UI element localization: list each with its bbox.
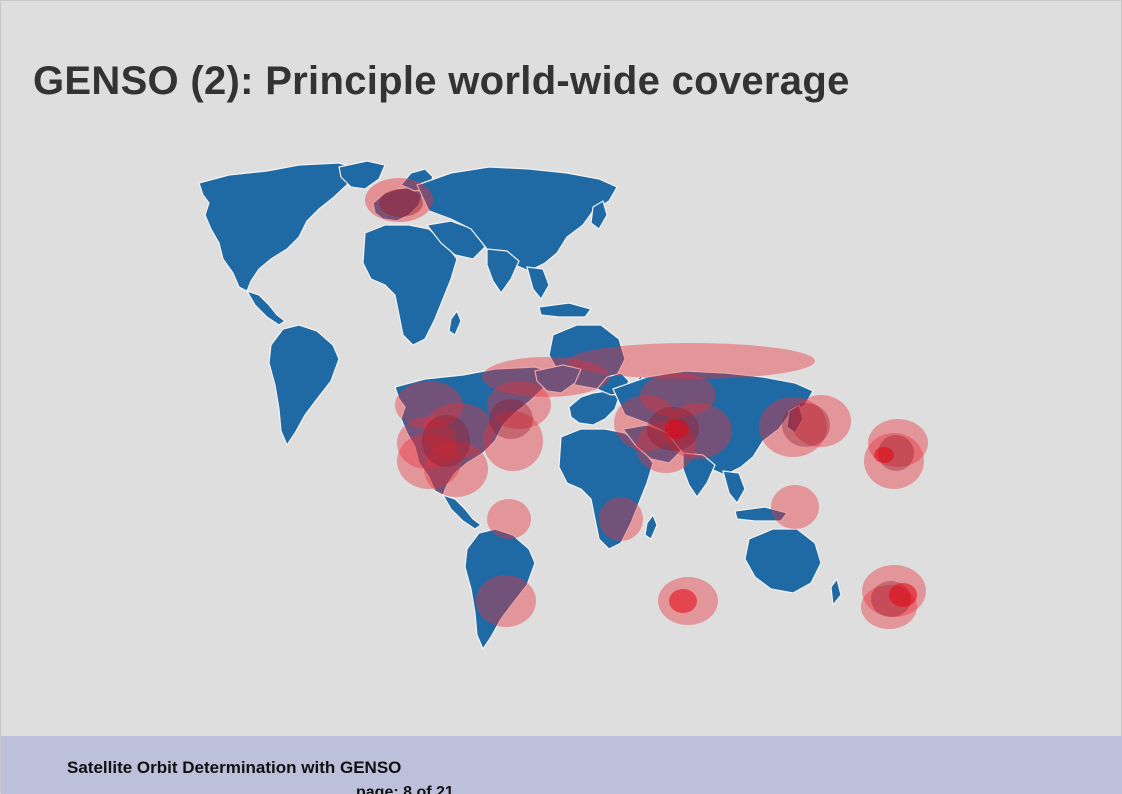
coverage-circle (759, 397, 827, 457)
coverage-circle (664, 403, 732, 459)
coverage-circle (482, 357, 610, 397)
station-core (665, 419, 689, 439)
coverage-circle (487, 499, 531, 539)
station-core (889, 583, 917, 607)
coverage-circle (424, 441, 488, 497)
single-station-map (198, 160, 646, 446)
coverage-circle (395, 381, 463, 429)
coverage-circle (614, 395, 678, 451)
page-number: page: 8 of 21 (356, 784, 454, 794)
overlap-region (782, 403, 830, 447)
coverage-circle (567, 343, 815, 379)
station-core (874, 447, 894, 463)
coverage-circles (395, 343, 928, 629)
footer-title: Satellite Orbit Determination with GENSO (67, 758, 402, 777)
network-map (394, 343, 928, 650)
footer-bar: Satellite Orbit Determination with GENSO… (1, 736, 1122, 794)
coverage-circle (791, 395, 851, 447)
coverage-circle (423, 403, 495, 459)
coverage-circle (487, 381, 551, 429)
coverage-circle (365, 178, 433, 222)
station-core (669, 589, 697, 613)
coverage-circle (640, 373, 716, 417)
coverage-circle (483, 411, 543, 471)
coverage-circle (397, 433, 461, 489)
coverage-core (379, 189, 423, 217)
coverage-circle (397, 417, 457, 469)
coverage-circle (599, 497, 643, 541)
coverage-circle (771, 485, 819, 529)
overlap-region (489, 399, 533, 439)
coverage-circle (476, 575, 536, 627)
coverage-circle (864, 433, 924, 489)
coverage-maps (198, 160, 928, 650)
slide-title: GENSO (2): Principle world-wide coverage (33, 59, 850, 103)
station-cores (665, 419, 917, 613)
overlap-region (422, 415, 470, 467)
